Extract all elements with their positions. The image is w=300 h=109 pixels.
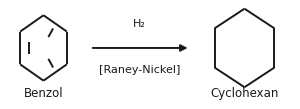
Text: Benzol: Benzol — [24, 87, 63, 100]
Text: [Raney-Nickel]: [Raney-Nickel] — [99, 65, 180, 75]
Text: H₂: H₂ — [133, 19, 146, 29]
Text: Cyclohexan: Cyclohexan — [210, 87, 279, 100]
